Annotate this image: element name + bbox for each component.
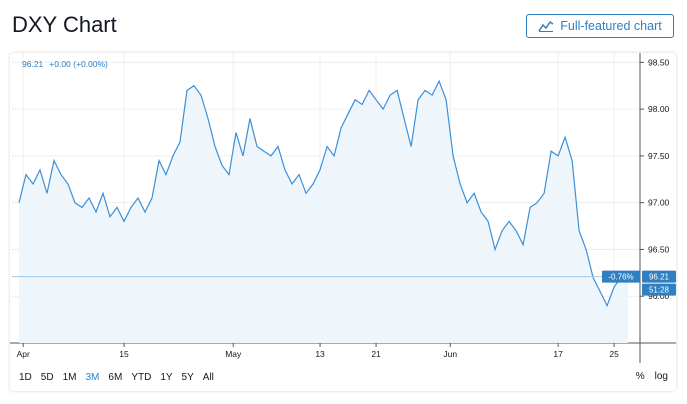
x-tick-label: 21 (371, 349, 381, 359)
x-tick-label: Apr (17, 349, 30, 359)
price-chart[interactable]: 98.50 98.00 97.50 97.00 96.50 96.00 Apr 15 May 13… (10, 53, 676, 363)
y-tick-label: 96.00 (648, 291, 670, 301)
countdown-label: 51:28 (649, 286, 670, 295)
range-button-5y[interactable]: 5Y (181, 371, 194, 383)
y-tick-label: 98.50 (648, 57, 670, 67)
range-button-1y[interactable]: 1Y (160, 371, 173, 383)
change-pct-badge (602, 270, 640, 283)
series-line (18, 79, 629, 308)
x-tick-label: May (225, 349, 242, 359)
x-tick-label: 15 (119, 349, 129, 359)
change-pct-label: -0.76% (608, 273, 633, 282)
chart-widget: 98.50 98.00 97.50 97.00 96.50 96.00 Apr 15 May 13… (10, 53, 676, 391)
range-button-5d[interactable]: 5D (40, 371, 54, 383)
range-button-6m[interactable]: 6M (108, 371, 123, 383)
scale-toggles: % log (636, 371, 668, 382)
chart-line-icon (538, 20, 554, 32)
x-tick-label: Jun (443, 349, 457, 359)
countdown-badge (642, 283, 676, 296)
legend-price: 96.21 (22, 59, 44, 69)
range-button-all[interactable]: All (202, 371, 214, 383)
percent-scale-button[interactable]: % (635, 371, 645, 382)
last-price-label: 96.21 (649, 273, 670, 282)
y-tick-label: 98.00 (648, 104, 670, 114)
last-price-badge (642, 270, 676, 283)
y-tick-label: 97.00 (648, 198, 670, 208)
y-tick-label: 97.50 (648, 151, 670, 161)
y-tick-label: 96.50 (648, 244, 670, 254)
series-area (19, 81, 629, 343)
log-scale-button[interactable]: log (654, 371, 668, 382)
x-tick-label: 25 (609, 349, 619, 359)
range-button-ytd[interactable]: YTD (131, 371, 152, 383)
full-featured-chart-button[interactable]: Full-featured chart (526, 14, 674, 38)
legend-change: +0.00 (+0.00%) (49, 59, 108, 69)
legend-price-readout: 96.21 +0.00 (+0.00%) (22, 59, 108, 69)
range-button-1d[interactable]: 1D (19, 371, 32, 383)
range-toolbar: 1D 5D 1M 3M 6M YTD 1Y 5Y All % log (10, 363, 676, 391)
page-title: DXY Chart (12, 12, 117, 37)
range-button-3m[interactable]: 3M (85, 371, 100, 383)
x-tick-label: 17 (553, 349, 563, 359)
range-button-1m[interactable]: 1M (62, 371, 77, 383)
full-featured-chart-label: Full-featured chart (560, 19, 662, 33)
x-tick-label: 13 (315, 349, 325, 359)
